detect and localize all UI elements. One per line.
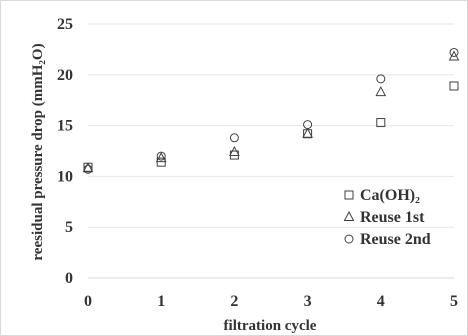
gridlines — [88, 23, 454, 228]
legend-label: Reuse 1st — [360, 209, 425, 226]
data-point-triangle — [448, 50, 460, 61]
data-point-square — [376, 118, 386, 128]
legend: Ca(OH)₂ Reuse 1st Reuse 2nd — [343, 187, 431, 248]
data-point-circle — [303, 120, 313, 130]
legend-marker-square — [344, 190, 354, 200]
data-marks — [82, 47, 460, 174]
legend-label: Reuse 2nd — [360, 231, 431, 248]
data-point-triangle — [375, 86, 387, 97]
y-tick-label: 0 — [65, 270, 73, 287]
y-tick-label: 15 — [57, 118, 73, 135]
legend-marker-circle — [344, 234, 354, 244]
data-point-triangle — [302, 127, 313, 138]
y-axis-label: reesidual pressure drop (mmH₂O) — [30, 43, 46, 260]
data-point-circle — [156, 151, 166, 161]
y-tick-labels: 0 5 10 15 20 25 — [57, 16, 73, 287]
data-point-triangle — [229, 145, 240, 157]
data-point-circle — [229, 133, 239, 143]
x-tick-label: 5 — [450, 293, 458, 310]
data-point-circle — [83, 164, 93, 174]
x-tick-label: 2 — [230, 293, 238, 310]
data-point-triangle — [155, 152, 167, 163]
y-tick-label: 20 — [57, 67, 73, 84]
legend-label: Ca(OH)₂ — [360, 187, 420, 204]
y-tick-label: 25 — [57, 16, 73, 33]
legend-marker-triangle — [343, 210, 355, 221]
y-tick-label: 5 — [65, 219, 73, 236]
x-tick-label: 3 — [304, 293, 312, 310]
data-point-triangle — [82, 162, 94, 173]
x-axis-label: filtration cycle — [224, 318, 317, 334]
data-point-circle — [376, 74, 386, 84]
x-tick-label: 1 — [157, 293, 165, 310]
data-point-circle — [449, 47, 459, 57]
x-tick-label: 0 — [84, 293, 92, 310]
y-tick-label: 10 — [57, 168, 73, 185]
x-tick-label: 4 — [377, 293, 385, 310]
data-point-square — [83, 162, 93, 172]
x-tick-labels: 0 1 2 3 4 5 — [84, 293, 458, 310]
data-point-square — [156, 157, 166, 167]
data-point-square — [449, 81, 459, 91]
